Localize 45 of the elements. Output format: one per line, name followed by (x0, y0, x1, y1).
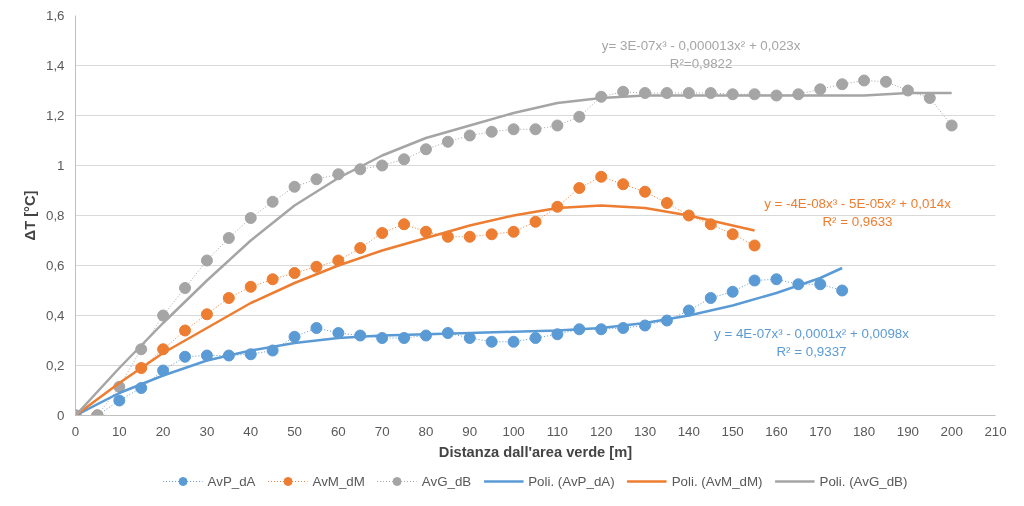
y-tick-label: 0,2 (45, 358, 65, 373)
x-tick-label: 110 (546, 423, 569, 439)
y-tick-label: 0 (57, 408, 65, 423)
x-tick-label: 160 (765, 423, 788, 439)
x-tick-label: 90 (462, 423, 478, 439)
y-tick-label: 0,8 (45, 208, 65, 223)
legend-label: Poli. (AvM_dM) (671, 473, 763, 489)
x-tick-label: 20 (155, 423, 171, 439)
x-tick-label: 40 (243, 423, 259, 439)
legend-label: AvG_dB (421, 473, 472, 489)
annotation: R²=0,9822 (669, 56, 733, 71)
x-axis-title: Distanza dall'area verde [m] (438, 443, 633, 460)
y-tick-label: 0,4 (45, 308, 66, 323)
annotation: R² = 0,9337 (776, 344, 847, 359)
x-tick-label: 100 (502, 423, 525, 439)
x-tick-label: 30 (199, 423, 215, 439)
annotation: y = 4E-07x³ - 0,0001x² + 0,0098x (714, 326, 910, 341)
x-tick-label: 150 (721, 423, 744, 439)
annotation: y= 3E-07x³ - 0,000013x² + 0,023x (601, 38, 801, 53)
legend-label: AvM_dM (312, 473, 365, 489)
x-tick-label: 60 (330, 423, 346, 439)
x-tick-label: 210 (984, 423, 1007, 439)
x-tick-label: 10 (111, 423, 127, 439)
y-tick-label: 1,6 (45, 8, 65, 23)
y-tick-label: 1 (57, 158, 65, 173)
x-tick-label: 0 (71, 423, 80, 439)
y-axis-title: ΔT [°C] (21, 190, 38, 241)
x-tick-label: 180 (852, 423, 876, 439)
legend-label: Poli. (AvP_dA) (528, 473, 615, 489)
x-tick-label: 130 (633, 423, 657, 439)
legend-label: Poli. (AvG_dB) (819, 473, 908, 489)
annotation: y = -4E-08x³ - 5E-05x² + 0,014x (764, 196, 952, 211)
y-tick-label: 1,4 (45, 58, 66, 73)
y-tick-label: 1,2 (45, 108, 65, 123)
x-tick-label: 200 (940, 423, 963, 439)
x-tick-label: 170 (809, 423, 832, 439)
x-tick-label: 120 (590, 423, 613, 439)
x-tick-label: 190 (896, 423, 920, 439)
x-tick-label: 70 (374, 423, 390, 439)
legend-label: AvP_dA (207, 473, 256, 489)
annotation: R² = 0,9633 (822, 214, 893, 229)
x-tick-label: 80 (418, 423, 434, 439)
x-tick-label: 140 (677, 423, 700, 439)
x-tick-label: 50 (287, 423, 302, 439)
y-tick-label: 0,6 (45, 258, 65, 273)
